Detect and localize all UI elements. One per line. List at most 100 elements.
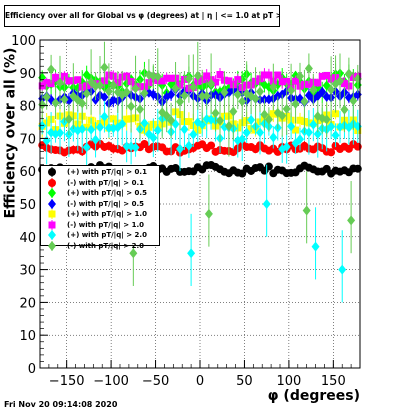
data-point <box>353 164 362 173</box>
data-point <box>109 123 118 134</box>
data-point <box>167 74 175 82</box>
data-point <box>189 129 198 140</box>
outlier-point <box>302 205 311 216</box>
data-point <box>47 64 56 75</box>
y-tick-label: 50 <box>19 198 36 213</box>
data-point <box>78 98 87 109</box>
data-point <box>73 125 82 136</box>
data-point <box>104 123 113 134</box>
data-point <box>198 91 207 102</box>
x-tick-label: 0 <box>196 374 204 389</box>
legend-marker <box>41 167 63 178</box>
data-point <box>122 141 131 152</box>
legend-item: (-) with pT/|q| > 0.1 <box>41 177 159 189</box>
data-point <box>212 78 220 86</box>
data-point <box>207 141 216 150</box>
data-point <box>87 124 96 135</box>
data-point <box>296 71 304 82</box>
data-point <box>60 94 69 105</box>
data-point <box>193 70 202 81</box>
data-point <box>269 132 278 143</box>
data-point <box>238 96 247 107</box>
data-point <box>162 110 171 121</box>
outlier-point <box>187 248 196 259</box>
data-point <box>189 82 198 93</box>
data-point <box>220 87 229 98</box>
data-point <box>242 127 251 138</box>
data-point <box>340 104 349 115</box>
data-point <box>153 125 162 136</box>
data-point <box>291 98 300 109</box>
legend-item: (+) with pT/|q| > 1.0 <box>41 209 159 220</box>
legend-marker <box>41 209 63 220</box>
data-point <box>327 121 336 132</box>
data-point <box>260 109 269 120</box>
data-point <box>216 71 224 79</box>
legend-item: (+) with pT/|q| > 0.5 <box>41 188 159 199</box>
legend-label: (-) with pT/|q| > 1.0 <box>67 220 144 229</box>
data-point <box>131 83 140 94</box>
y-tick-label: 80 <box>19 100 36 115</box>
x-axis-label: φ (degrees) <box>267 388 360 404</box>
data-point <box>309 119 318 130</box>
data-point <box>122 87 131 98</box>
legend-marker <box>41 230 63 241</box>
data-point <box>318 86 327 97</box>
data-point <box>322 114 331 125</box>
data-point <box>185 118 193 126</box>
x-tick-label: −150 <box>49 374 85 389</box>
data-point <box>247 114 256 125</box>
data-point <box>287 121 296 132</box>
x-tick-label: 50 <box>236 374 253 389</box>
data-point <box>282 103 291 114</box>
data-point <box>216 115 224 126</box>
data-point <box>184 73 193 84</box>
data-point <box>264 162 273 171</box>
data-point <box>82 88 91 99</box>
data-point <box>203 72 211 80</box>
data-point <box>100 92 109 103</box>
y-tick-label: 40 <box>19 231 36 246</box>
data-point <box>78 124 87 135</box>
legend-item: (-) with pT/|q| > 0.5 <box>41 198 159 210</box>
data-point <box>109 115 117 123</box>
data-point <box>82 142 91 153</box>
legend-item: (+) with pT/|q| > 2.0 <box>41 230 159 241</box>
outlier-point <box>311 241 320 252</box>
y-tick-label: 20 <box>19 296 36 311</box>
legend-item: (+) with pT/|q| > 0.1 <box>41 167 159 178</box>
legend-marker <box>41 177 63 188</box>
data-point <box>282 141 291 152</box>
data-point <box>340 80 348 88</box>
legend-label: (+) with pT/|q| > 0.1 <box>67 168 147 177</box>
legend-label: (-) with pT/|q| > 0.5 <box>67 199 144 208</box>
data-point <box>64 114 73 125</box>
data-point <box>167 89 176 100</box>
data-point <box>207 78 216 89</box>
data-point <box>344 68 353 79</box>
y-tick-label: 30 <box>19 264 36 279</box>
legend-marker <box>41 219 63 230</box>
outlier-point <box>338 264 347 275</box>
data-point <box>158 77 166 85</box>
data-point <box>153 71 162 82</box>
data-point <box>265 71 273 79</box>
data-point <box>318 72 326 80</box>
legend-label: (+) with pT/|q| > 1.0 <box>67 210 147 219</box>
chart-title: Efficiency over all for Global vs φ (deg… <box>4 5 280 27</box>
data-point <box>131 142 140 153</box>
data-point <box>336 75 344 86</box>
x-tick-label: 100 <box>276 374 301 389</box>
data-point <box>224 120 233 131</box>
data-point <box>42 91 51 102</box>
y-tick-label: 0 <box>28 362 36 377</box>
legend-label: (+) with pT/|q| > 0.5 <box>67 189 147 198</box>
footer-date: Fri Nov 20 09:14:08 2020 <box>4 400 118 409</box>
data-point <box>251 93 260 104</box>
data-point <box>118 118 127 129</box>
data-point <box>149 132 158 143</box>
data-point <box>260 71 268 79</box>
outlier-point <box>129 248 138 259</box>
data-point <box>56 127 64 138</box>
data-point <box>96 122 104 133</box>
